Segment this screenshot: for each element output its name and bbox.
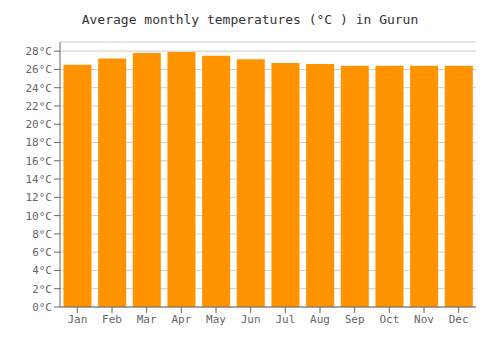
- svg-text:May: May: [206, 313, 226, 326]
- svg-text:Dec: Dec: [449, 313, 469, 326]
- html-text:Average monthly temperatures (: Average monthly temperatures (°C ) in Gu…: [81, 12, 419, 27]
- svg-text:Jun: Jun: [241, 313, 261, 326]
- svg-text:Jan: Jan: [67, 313, 87, 326]
- svg-text:12°C: 12°C: [26, 191, 53, 204]
- svg-text:Feb: Feb: [102, 313, 122, 326]
- svg-text:10°C: 10°C: [26, 210, 53, 223]
- svg-text:2°C: 2°C: [32, 283, 52, 296]
- svg-text:Sep: Sep: [345, 313, 365, 326]
- svg-text:Mar: Mar: [137, 313, 157, 326]
- svg-text:14°C: 14°C: [26, 173, 53, 186]
- svg-text:8°C: 8°C: [32, 228, 52, 241]
- svg-text:18°C: 18°C: [26, 136, 53, 149]
- svg-text:0°C: 0°C: [32, 301, 52, 314]
- svg-text:Aug: Aug: [310, 313, 330, 326]
- svg-text:16°C: 16°C: [26, 155, 53, 168]
- svg-text:Nov: Nov: [414, 313, 434, 326]
- svg-text:20°C: 20°C: [26, 118, 53, 131]
- svg-text:Oct: Oct: [379, 313, 399, 326]
- svg-text:28°C: 28°C: [26, 45, 53, 58]
- svg-text:4°C: 4°C: [32, 264, 52, 277]
- svg-text:24°C: 24°C: [26, 82, 53, 95]
- svg-text:26°C: 26°C: [26, 63, 53, 76]
- svg-text:Jul: Jul: [275, 313, 295, 326]
- svg-text:22°C: 22°C: [26, 100, 53, 113]
- svg-text:6°C: 6°C: [32, 246, 52, 259]
- svg-text:Apr: Apr: [171, 313, 191, 326]
